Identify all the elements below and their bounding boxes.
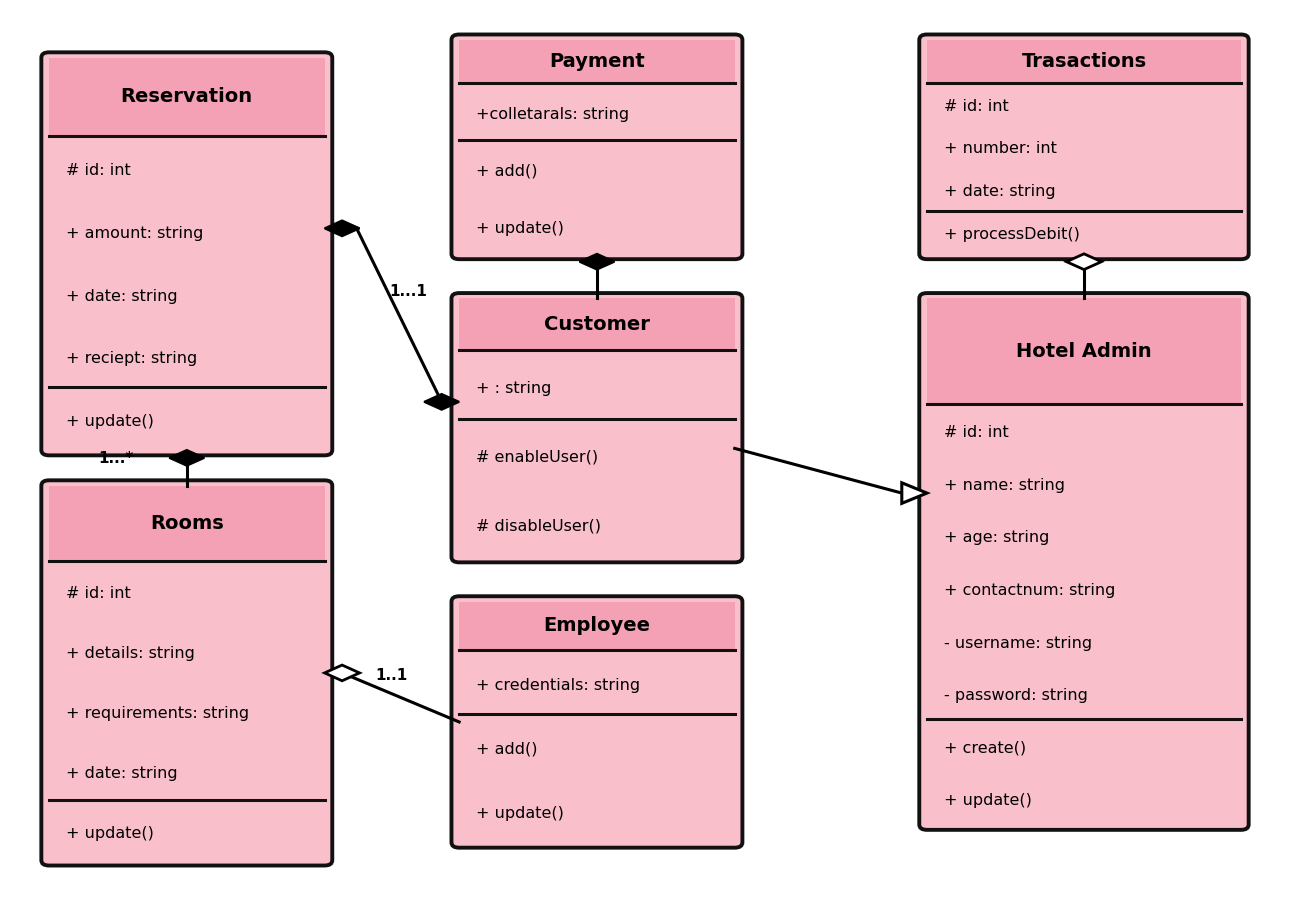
Polygon shape — [325, 220, 360, 236]
Text: Payment: Payment — [550, 51, 645, 71]
FancyBboxPatch shape — [41, 52, 333, 455]
Text: Employee: Employee — [543, 616, 650, 635]
FancyBboxPatch shape — [920, 34, 1249, 259]
Text: + update(): + update() — [66, 825, 154, 841]
Text: + name: string: + name: string — [943, 478, 1064, 492]
Text: Hotel Admin: Hotel Admin — [1017, 341, 1152, 361]
Polygon shape — [1067, 254, 1102, 270]
Text: - password: string: - password: string — [943, 688, 1087, 703]
Text: 1...1: 1...1 — [390, 284, 427, 299]
Text: + add(): + add() — [476, 742, 538, 757]
Bar — [49, 58, 325, 136]
Text: + update(): + update() — [66, 414, 154, 429]
Text: + create(): + create() — [943, 741, 1026, 756]
Text: Trasactions: Trasactions — [1022, 51, 1147, 71]
Text: + number: int: + number: int — [943, 141, 1057, 157]
Text: Rooms: Rooms — [150, 514, 223, 533]
Text: # id: int: # id: int — [943, 425, 1009, 440]
Text: Customer: Customer — [544, 315, 650, 334]
Polygon shape — [579, 254, 614, 270]
Text: + reciept: string: + reciept: string — [66, 352, 197, 366]
Text: + : string: + : string — [476, 381, 551, 396]
Bar — [928, 299, 1241, 403]
Text: # id: int: # id: int — [943, 99, 1009, 113]
Text: + requirements: string: + requirements: string — [66, 706, 249, 721]
FancyBboxPatch shape — [41, 481, 333, 866]
FancyBboxPatch shape — [451, 34, 743, 259]
Text: # id: int: # id: int — [66, 163, 130, 178]
Bar — [459, 601, 735, 650]
Text: Reservation: Reservation — [121, 87, 253, 106]
Text: + date: string: + date: string — [66, 289, 177, 303]
Bar — [459, 40, 735, 83]
Text: # id: int: # id: int — [66, 586, 130, 601]
FancyBboxPatch shape — [920, 293, 1249, 830]
Text: - username: string: - username: string — [943, 635, 1091, 651]
Text: + credentials: string: + credentials: string — [476, 678, 640, 692]
Text: + amount: string: + amount: string — [66, 226, 203, 241]
Text: # disableUser(): # disableUser() — [476, 518, 601, 534]
Text: + details: string: + details: string — [66, 646, 195, 661]
Bar — [49, 486, 325, 561]
Polygon shape — [169, 450, 204, 465]
Text: 1...*: 1...* — [98, 452, 134, 466]
Text: + age: string: + age: string — [943, 530, 1049, 545]
FancyBboxPatch shape — [451, 293, 743, 562]
Text: + add(): + add() — [476, 164, 538, 178]
Text: # enableUser(): # enableUser() — [476, 449, 599, 464]
Text: + contactnum: string: + contactnum: string — [943, 583, 1115, 598]
Bar — [928, 40, 1241, 83]
Text: + date: string: + date: string — [943, 184, 1055, 199]
Text: + update(): + update() — [943, 793, 1032, 808]
Text: + update(): + update() — [476, 806, 564, 821]
Bar — [459, 299, 735, 350]
Text: + update(): + update() — [476, 220, 564, 236]
Polygon shape — [902, 482, 928, 503]
Text: +colletarals: string: +colletarals: string — [476, 106, 630, 122]
Polygon shape — [325, 665, 360, 680]
Text: 1..1: 1..1 — [375, 668, 408, 682]
Text: + date: string: + date: string — [66, 766, 177, 781]
Text: + processDebit(): + processDebit() — [943, 227, 1080, 242]
Polygon shape — [424, 394, 459, 410]
FancyBboxPatch shape — [451, 596, 743, 848]
